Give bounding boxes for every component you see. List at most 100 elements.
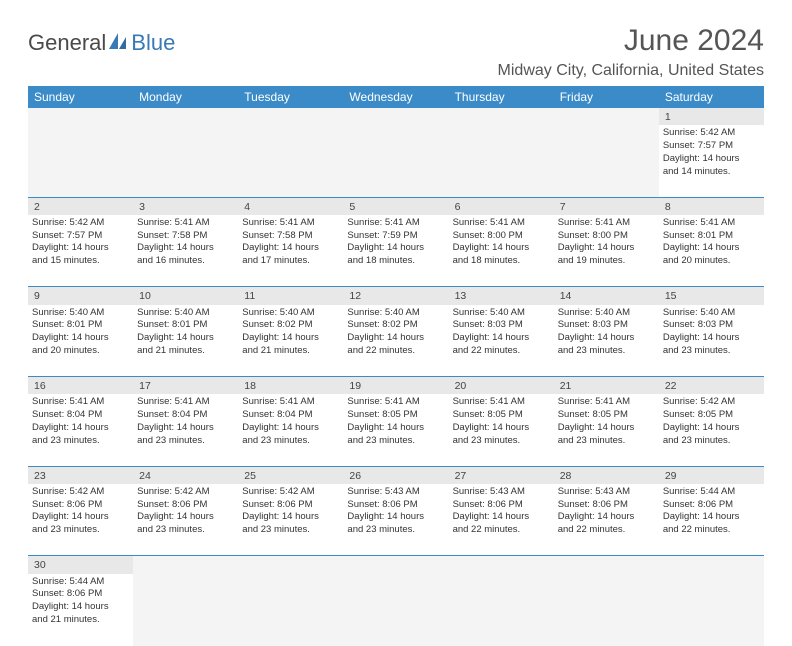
day-detail-cell: Sunrise: 5:42 AMSunset: 8:05 PMDaylight:… (659, 394, 764, 466)
day-number-row: 1 (28, 108, 764, 125)
logo: General Blue (28, 30, 175, 56)
day-number-cell: 9 (28, 287, 133, 305)
day-number-cell (554, 108, 659, 125)
day-detail-cell: Sunrise: 5:41 AMSunset: 8:05 PMDaylight:… (449, 394, 554, 466)
day-number-cell: 19 (343, 377, 448, 395)
day-number-cell (343, 108, 448, 125)
day-number-cell: 5 (343, 197, 448, 215)
day-number-cell: 10 (133, 287, 238, 305)
sail-icon (107, 31, 129, 56)
weekday-header: Monday (133, 86, 238, 108)
day-number-cell (133, 108, 238, 125)
day-detail-cell (449, 125, 554, 197)
day-detail-cell: Sunrise: 5:42 AMSunset: 8:06 PMDaylight:… (28, 484, 133, 556)
day-number-cell: 25 (238, 466, 343, 484)
day-detail-cell (238, 574, 343, 646)
day-number-cell: 24 (133, 466, 238, 484)
day-detail-cell (343, 125, 448, 197)
day-detail-cell: Sunrise: 5:41 AMSunset: 8:05 PMDaylight:… (554, 394, 659, 466)
day-number-cell: 14 (554, 287, 659, 305)
calendar-table: SundayMondayTuesdayWednesdayThursdayFrid… (28, 86, 764, 646)
weekday-header: Sunday (28, 86, 133, 108)
day-detail-row: Sunrise: 5:40 AMSunset: 8:01 PMDaylight:… (28, 305, 764, 377)
logo-word-general: General (28, 30, 106, 56)
day-number-cell: 13 (449, 287, 554, 305)
day-detail-cell: Sunrise: 5:40 AMSunset: 8:03 PMDaylight:… (554, 305, 659, 377)
day-detail-cell: Sunrise: 5:41 AMSunset: 7:59 PMDaylight:… (343, 215, 448, 287)
day-number-cell: 7 (554, 197, 659, 215)
day-detail-cell (28, 125, 133, 197)
logo-word-blue: Blue (131, 30, 175, 56)
day-number-cell: 8 (659, 197, 764, 215)
day-detail-cell (133, 125, 238, 197)
location: Midway City, California, United States (498, 62, 764, 80)
day-detail-cell: Sunrise: 5:41 AMSunset: 7:58 PMDaylight:… (133, 215, 238, 287)
day-detail-cell: Sunrise: 5:41 AMSunset: 8:00 PMDaylight:… (554, 215, 659, 287)
weekday-header: Saturday (659, 86, 764, 108)
day-number-cell (449, 108, 554, 125)
day-number-row: 9101112131415 (28, 287, 764, 305)
day-detail-cell (133, 574, 238, 646)
day-number-cell: 11 (238, 287, 343, 305)
day-detail-cell: Sunrise: 5:41 AMSunset: 8:04 PMDaylight:… (238, 394, 343, 466)
day-number-cell (554, 556, 659, 574)
day-number-cell (343, 556, 448, 574)
day-number-cell: 23 (28, 466, 133, 484)
day-detail-cell: Sunrise: 5:44 AMSunset: 8:06 PMDaylight:… (659, 484, 764, 556)
day-number-cell: 12 (343, 287, 448, 305)
day-number-cell: 20 (449, 377, 554, 395)
day-number-cell: 1 (659, 108, 764, 125)
day-number-cell (659, 556, 764, 574)
day-number-cell: 27 (449, 466, 554, 484)
day-number-row: 23242526272829 (28, 466, 764, 484)
day-detail-row: Sunrise: 5:42 AMSunset: 8:06 PMDaylight:… (28, 484, 764, 556)
weekday-header: Wednesday (343, 86, 448, 108)
day-detail-cell (554, 125, 659, 197)
day-detail-row: Sunrise: 5:42 AMSunset: 7:57 PMDaylight:… (28, 125, 764, 197)
day-detail-cell: Sunrise: 5:41 AMSunset: 8:05 PMDaylight:… (343, 394, 448, 466)
day-number-row: 30 (28, 556, 764, 574)
day-number-cell (238, 556, 343, 574)
weekday-header-row: SundayMondayTuesdayWednesdayThursdayFrid… (28, 86, 764, 108)
day-number-row: 2345678 (28, 197, 764, 215)
day-detail-cell: Sunrise: 5:42 AMSunset: 8:06 PMDaylight:… (133, 484, 238, 556)
day-detail-cell: Sunrise: 5:42 AMSunset: 7:57 PMDaylight:… (28, 215, 133, 287)
day-detail-cell: Sunrise: 5:40 AMSunset: 8:01 PMDaylight:… (133, 305, 238, 377)
day-number-cell (133, 556, 238, 574)
day-number-cell: 29 (659, 466, 764, 484)
day-number-cell: 26 (343, 466, 448, 484)
day-detail-cell: Sunrise: 5:43 AMSunset: 8:06 PMDaylight:… (554, 484, 659, 556)
day-number-cell: 4 (238, 197, 343, 215)
day-number-row: 16171819202122 (28, 377, 764, 395)
day-number-cell: 16 (28, 377, 133, 395)
day-detail-cell: Sunrise: 5:41 AMSunset: 8:00 PMDaylight:… (449, 215, 554, 287)
day-number-cell: 18 (238, 377, 343, 395)
day-detail-cell: Sunrise: 5:44 AMSunset: 8:06 PMDaylight:… (28, 574, 133, 646)
day-number-cell (28, 108, 133, 125)
day-detail-cell: Sunrise: 5:40 AMSunset: 8:01 PMDaylight:… (28, 305, 133, 377)
weekday-header: Tuesday (238, 86, 343, 108)
day-detail-cell (238, 125, 343, 197)
day-detail-cell (449, 574, 554, 646)
month-title: June 2024 (498, 24, 764, 58)
title-block: June 2024 Midway City, California, Unite… (498, 24, 764, 80)
day-number-cell: 21 (554, 377, 659, 395)
day-number-cell: 22 (659, 377, 764, 395)
day-number-cell (238, 108, 343, 125)
day-detail-row: Sunrise: 5:42 AMSunset: 7:57 PMDaylight:… (28, 215, 764, 287)
day-detail-cell: Sunrise: 5:40 AMSunset: 8:03 PMDaylight:… (659, 305, 764, 377)
day-number-cell: 3 (133, 197, 238, 215)
day-number-cell: 2 (28, 197, 133, 215)
day-detail-cell: Sunrise: 5:40 AMSunset: 8:02 PMDaylight:… (343, 305, 448, 377)
day-number-cell (449, 556, 554, 574)
day-detail-cell: Sunrise: 5:41 AMSunset: 8:04 PMDaylight:… (28, 394, 133, 466)
day-detail-cell: Sunrise: 5:41 AMSunset: 8:04 PMDaylight:… (133, 394, 238, 466)
day-detail-cell: Sunrise: 5:42 AMSunset: 8:06 PMDaylight:… (238, 484, 343, 556)
day-number-cell: 28 (554, 466, 659, 484)
day-detail-cell: Sunrise: 5:42 AMSunset: 7:57 PMDaylight:… (659, 125, 764, 197)
day-detail-cell (659, 574, 764, 646)
day-detail-cell (554, 574, 659, 646)
day-number-cell: 6 (449, 197, 554, 215)
header: General Blue June 2024 Midway City, Cali… (28, 24, 764, 80)
day-number-cell: 30 (28, 556, 133, 574)
